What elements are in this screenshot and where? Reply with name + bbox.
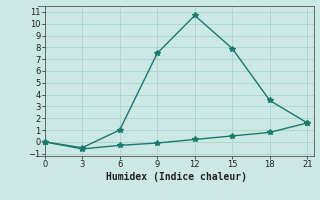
X-axis label: Humidex (Indice chaleur): Humidex (Indice chaleur) xyxy=(106,172,246,182)
